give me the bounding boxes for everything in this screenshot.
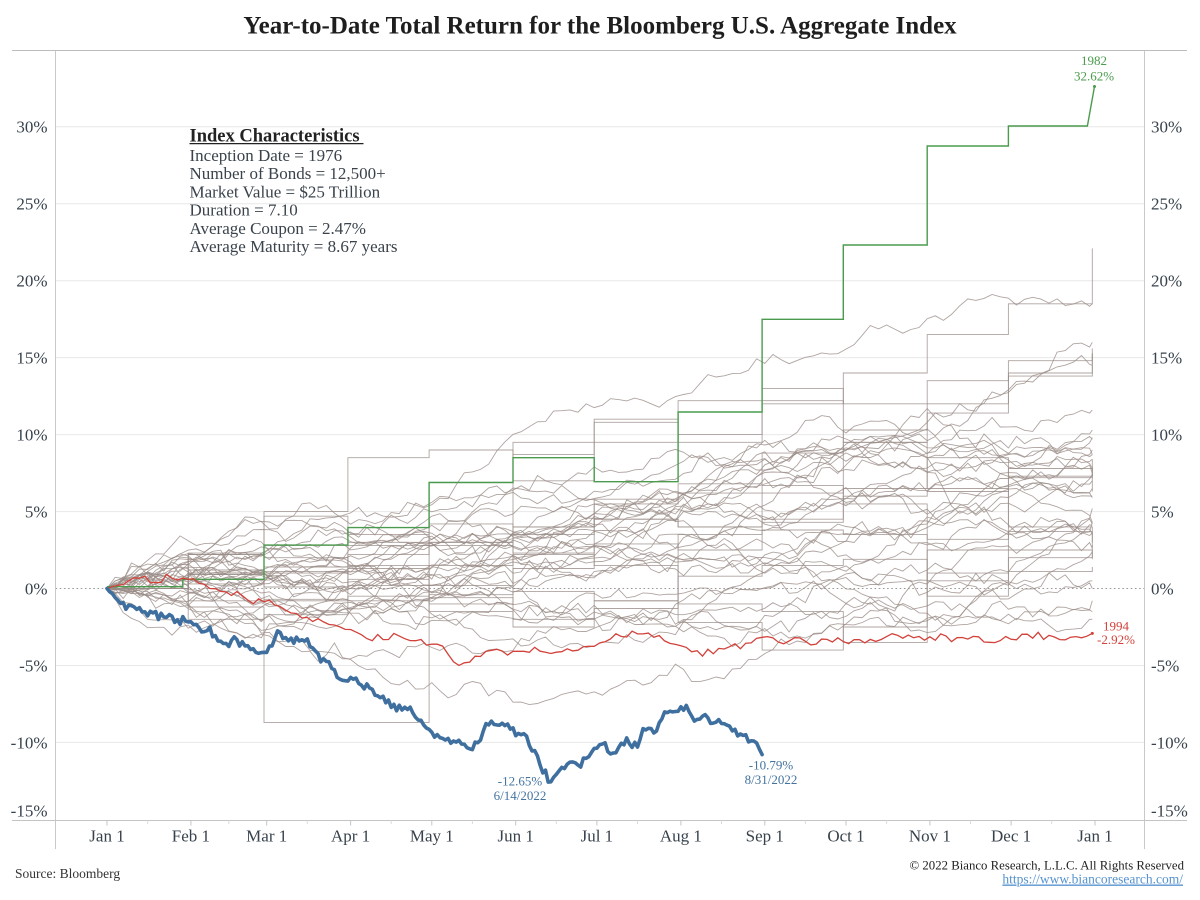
svg-text:Number of Bonds = 12,500+: Number of Bonds = 12,500+ bbox=[190, 164, 386, 183]
svg-text:1994: 1994 bbox=[1103, 619, 1130, 634]
svg-text:20%: 20% bbox=[16, 272, 47, 291]
svg-text:25%: 25% bbox=[16, 195, 47, 214]
svg-text:Average Coupon = 2.47%: Average Coupon = 2.47% bbox=[190, 219, 366, 238]
svg-text:-12.65%: -12.65% bbox=[498, 774, 543, 789]
svg-text:Jan 1: Jan 1 bbox=[1077, 827, 1112, 846]
svg-text:May 1: May 1 bbox=[410, 827, 454, 846]
svg-text:-5%: -5% bbox=[19, 656, 47, 675]
svg-text:30%: 30% bbox=[1151, 118, 1182, 137]
svg-text:Oct 1: Oct 1 bbox=[827, 827, 864, 846]
svg-text:Average Maturity = 8.67 years: Average Maturity = 8.67 years bbox=[190, 237, 398, 256]
svg-text:0%: 0% bbox=[1151, 579, 1174, 598]
svg-text:Jan 1: Jan 1 bbox=[89, 827, 124, 846]
svg-text:https://www.biancoresearch.com: https://www.biancoresearch.com/ bbox=[1002, 872, 1183, 887]
svg-text:-5%: -5% bbox=[1151, 656, 1179, 675]
svg-text:Aug 1: Aug 1 bbox=[660, 827, 702, 846]
svg-text:Sep 1: Sep 1 bbox=[746, 827, 784, 846]
svg-text:30%: 30% bbox=[16, 118, 47, 137]
svg-text:Index Characteristics: Index Characteristics bbox=[190, 127, 360, 147]
svg-text:8/31/2022: 8/31/2022 bbox=[745, 772, 798, 787]
svg-text:Jul 1: Jul 1 bbox=[581, 827, 614, 846]
svg-text:Source: Bloomberg: Source: Bloomberg bbox=[15, 866, 120, 881]
svg-text:© 2022 Bianco Research, L.L.C.: © 2022 Bianco Research, L.L.C. All Right… bbox=[909, 859, 1184, 873]
svg-text:25%: 25% bbox=[1151, 195, 1182, 214]
svg-text:20%: 20% bbox=[1151, 272, 1182, 291]
svg-text:10%: 10% bbox=[16, 426, 47, 445]
svg-text:-2.92%: -2.92% bbox=[1097, 632, 1135, 647]
svg-text:5%: 5% bbox=[1151, 502, 1174, 521]
svg-text:Inception Date = 1976: Inception Date = 1976 bbox=[190, 146, 343, 165]
svg-text:Duration = 7.10: Duration = 7.10 bbox=[190, 201, 298, 220]
svg-text:32.62%: 32.62% bbox=[1074, 69, 1114, 84]
svg-text:-10.79%: -10.79% bbox=[749, 758, 794, 773]
svg-text:15%: 15% bbox=[16, 349, 47, 368]
svg-text:-15%: -15% bbox=[11, 802, 48, 821]
svg-text:15%: 15% bbox=[1151, 349, 1182, 368]
svg-text:Mar 1: Mar 1 bbox=[246, 827, 287, 846]
svg-text:Jun 1: Jun 1 bbox=[498, 827, 534, 846]
svg-text:10%: 10% bbox=[1151, 426, 1182, 445]
svg-text:5%: 5% bbox=[25, 502, 48, 521]
svg-text:-10%: -10% bbox=[1151, 733, 1188, 752]
svg-text:Feb 1: Feb 1 bbox=[172, 827, 210, 846]
svg-text:-15%: -15% bbox=[1151, 802, 1188, 821]
svg-text:1982: 1982 bbox=[1081, 53, 1107, 68]
svg-text:Dec 1: Dec 1 bbox=[991, 827, 1031, 846]
svg-text:Apr 1: Apr 1 bbox=[331, 827, 370, 846]
svg-text:-10%: -10% bbox=[11, 733, 48, 752]
svg-text:0%: 0% bbox=[25, 579, 48, 598]
svg-text:Year-to-Date Total Return for: Year-to-Date Total Return for the Bloomb… bbox=[243, 13, 957, 40]
svg-text:6/14/2022: 6/14/2022 bbox=[494, 788, 547, 803]
svg-text:Market Value = $25 Trillion: Market Value = $25 Trillion bbox=[190, 182, 381, 201]
svg-text:Nov 1: Nov 1 bbox=[909, 827, 951, 846]
